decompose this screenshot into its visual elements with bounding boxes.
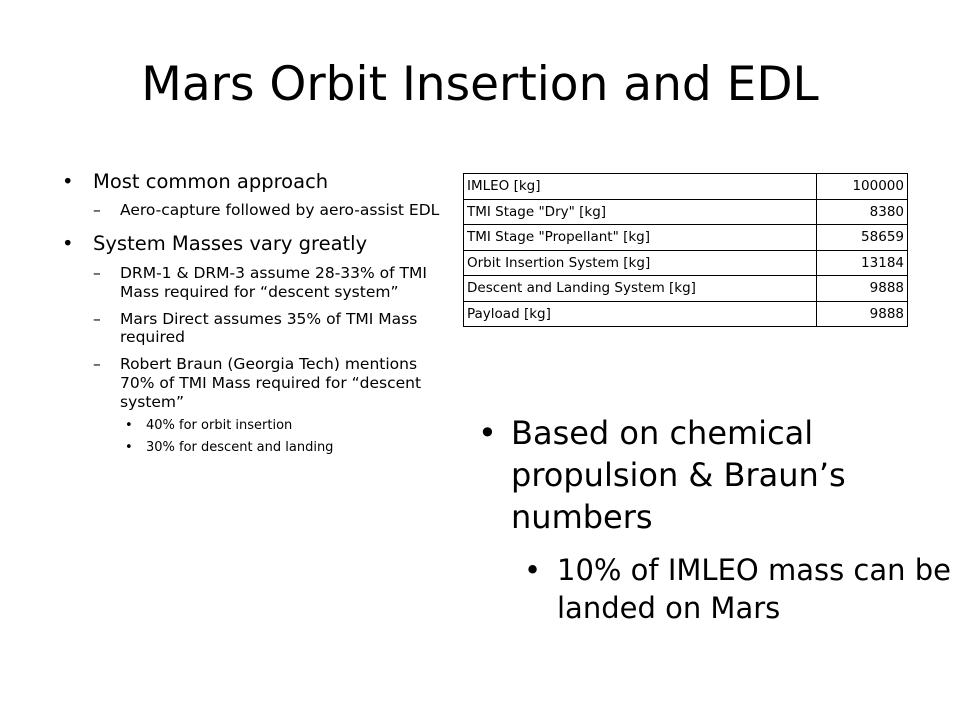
table-cell-value: 58659: [816, 224, 908, 251]
sub-sub-bullet-orbit-insertion: 40% for orbit insertion: [120, 418, 442, 435]
sub-bullet-drm: DRM-1 & DRM-3 assume 28-33% of TMI Mass …: [93, 264, 442, 302]
table-row: TMI Stage "Dry" [kg] 8380: [463, 198, 908, 225]
bullet-text: System Masses vary greatly: [93, 232, 368, 256]
right-bullet-list: Based on chemical propulsion & Braun’s n…: [478, 412, 953, 627]
table-cell-label: IMLEO [kg]: [463, 173, 817, 200]
table-cell-label: Payload [kg]: [463, 300, 817, 327]
sub-bullet-aero-capture: Aero-capture followed by aero-assist EDL: [93, 201, 442, 220]
table-cell-value: 13184: [816, 249, 908, 276]
bullet-chemical-propulsion: Based on chemical propulsion & Braun’s n…: [478, 412, 953, 539]
table-cell-label: TMI Stage "Dry" [kg]: [463, 198, 817, 225]
bullet-system-masses: System Masses vary greatly DRM-1 & DRM-3…: [62, 232, 442, 456]
sub-bullet-text: Robert Braun (Georgia Tech) mentions 70%…: [120, 355, 422, 412]
table-cell-label: Descent and Landing System [kg]: [463, 275, 817, 302]
table-cell-label: Orbit Insertion System [kg]: [463, 249, 817, 276]
bullet-most-common-approach: Most common approach Aero-capture follow…: [62, 170, 442, 220]
sub-sub-bullet-descent-landing: 30% for descent and landing: [120, 440, 442, 457]
sub-bullet-mars-direct: Mars Direct assumes 35% of TMI Mass requ…: [93, 310, 442, 348]
table-row: Orbit Insertion System [kg] 13184: [463, 249, 908, 276]
mass-table: IMLEO [kg] 100000 TMI Stage "Dry" [kg] 8…: [463, 173, 908, 327]
table-row: Descent and Landing System [kg] 9888: [463, 275, 908, 302]
table-cell-value: 8380: [816, 198, 908, 225]
slide-title: Mars Orbit Insertion and EDL: [141, 57, 819, 112]
table-cell-value: 9888: [816, 275, 908, 302]
bullet-imleo-landed: 10% of IMLEO mass can be landed on Mars: [524, 551, 953, 628]
table-cell-value: 100000: [816, 173, 908, 200]
table-cell-label: TMI Stage "Propellant" [kg]: [463, 224, 817, 251]
left-bullet-list: Most common approach Aero-capture follow…: [62, 170, 442, 469]
table-row: Payload [kg] 9888: [463, 300, 908, 327]
bullet-text: Most common approach: [93, 170, 329, 193]
table-row: IMLEO [kg] 100000: [463, 173, 908, 200]
sub-bullet-robert-braun: Robert Braun (Georgia Tech) mentions 70%…: [93, 355, 442, 456]
table-row: TMI Stage "Propellant" [kg] 58659: [463, 224, 908, 251]
table-cell-value: 9888: [816, 300, 908, 327]
